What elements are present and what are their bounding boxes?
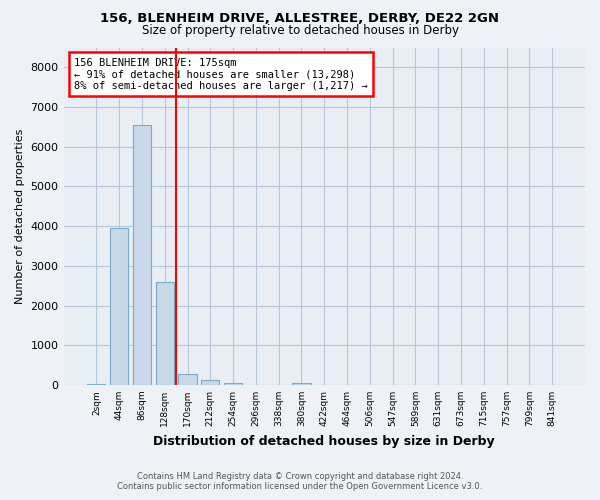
Bar	[224, 383, 242, 385]
Bar	[133, 125, 151, 385]
Text: Size of property relative to detached houses in Derby: Size of property relative to detached ho…	[142, 24, 458, 37]
Y-axis label: Number of detached properties: Number of detached properties	[15, 128, 25, 304]
Bar	[155, 282, 174, 385]
Bar	[110, 228, 128, 385]
Text: Contains HM Land Registry data © Crown copyright and database right 2024.
Contai: Contains HM Land Registry data © Crown c…	[118, 472, 482, 491]
Text: 156 BLENHEIM DRIVE: 175sqm
← 91% of detached houses are smaller (13,298)
8% of s: 156 BLENHEIM DRIVE: 175sqm ← 91% of deta…	[74, 58, 368, 91]
Bar	[201, 380, 220, 385]
Bar	[292, 382, 311, 385]
X-axis label: Distribution of detached houses by size in Derby: Distribution of detached houses by size …	[154, 434, 495, 448]
Bar	[178, 374, 197, 385]
Bar	[87, 384, 106, 385]
Text: 156, BLENHEIM DRIVE, ALLESTREE, DERBY, DE22 2GN: 156, BLENHEIM DRIVE, ALLESTREE, DERBY, D…	[101, 12, 499, 26]
